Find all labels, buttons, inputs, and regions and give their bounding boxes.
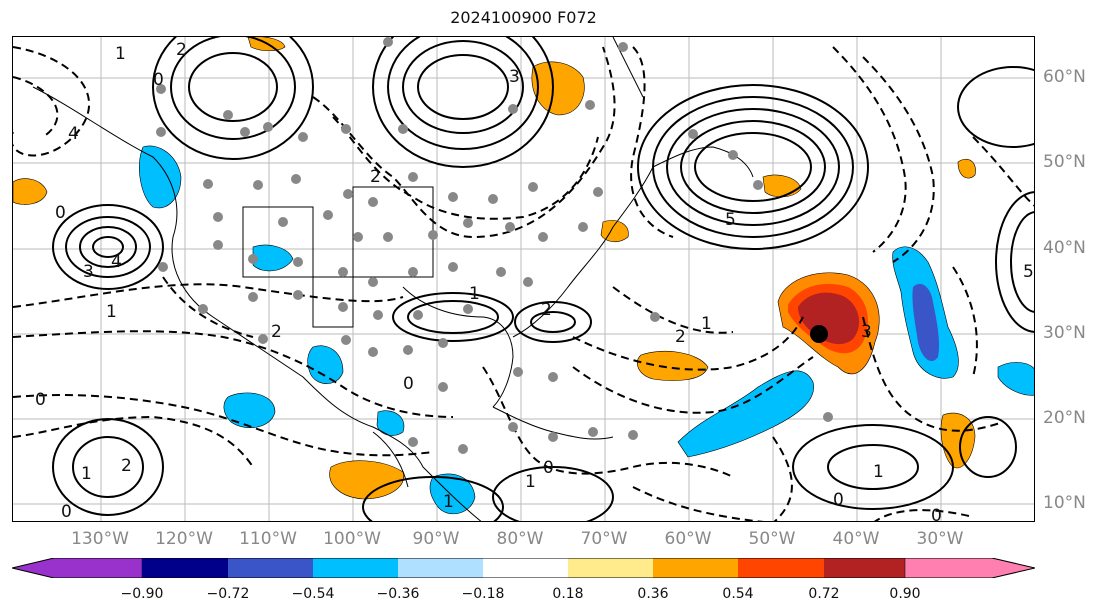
graticule: [13, 37, 1034, 521]
lon-label: 70°W: [580, 529, 628, 549]
contour-label: 1: [525, 472, 536, 492]
lon-label: 100°W: [323, 529, 381, 549]
contour-label: 0: [931, 506, 942, 522]
map-title: 2024100900 F072: [450, 8, 597, 27]
colorbar-tick: −0.90: [120, 586, 164, 602]
contour-label: 2: [176, 40, 187, 60]
colorbar: [12, 558, 1035, 578]
lon-label: 30°W: [916, 529, 964, 549]
colorbar-segment: [398, 558, 483, 578]
colorbar-segment: [568, 558, 653, 578]
coastlines: [32, 37, 754, 521]
colorbar-segment: [653, 558, 738, 578]
lon-label: 80°W: [496, 529, 544, 549]
colorbar-tick: 0.18: [552, 586, 584, 602]
contour-label: 4: [111, 252, 122, 272]
lon-label: 50°W: [748, 529, 796, 549]
station-markers: [156, 37, 833, 454]
colorbar-tick: 0.36: [637, 586, 669, 602]
contour-label: 1: [701, 314, 712, 334]
contour-label: 2: [675, 327, 686, 347]
contour-label: 0: [403, 374, 414, 394]
contour-label: 0: [55, 203, 66, 223]
colorbar-segment: [824, 558, 905, 578]
contour-label: 1: [81, 464, 92, 484]
contour-label: 3: [509, 67, 520, 87]
colorbar-segment: [313, 558, 398, 578]
colorbar-tick: −0.72: [206, 586, 250, 602]
lat-label: 60°N: [1043, 67, 1086, 87]
colorbar-tick: −0.54: [291, 586, 335, 602]
lon-label: 120°W: [155, 529, 213, 549]
contour-label: 5: [725, 210, 736, 230]
contour-label: 2: [370, 167, 381, 187]
contour-label: 5: [1023, 262, 1034, 282]
colorbar-tick: 0.90: [889, 586, 921, 602]
contour-label: 1: [469, 284, 480, 304]
colorbar-segment: [228, 558, 313, 578]
contour-label: 3: [83, 262, 94, 282]
contour-label: 2: [541, 300, 552, 320]
contour-label: 2: [121, 456, 132, 476]
contour-label: 1: [443, 492, 454, 512]
map-canvas: 2 0 3 4 1 2 1 2 5 3 2 0 2 1 3 1 0 0 1 2 …: [13, 37, 1034, 522]
lon-label: 40°W: [832, 529, 880, 549]
lon-label: 110°W: [239, 529, 297, 549]
contour-label: 0: [35, 390, 46, 410]
contour-label: 4: [68, 124, 79, 144]
colorbar-segment: [142, 558, 228, 578]
contour-label: 3: [861, 322, 872, 342]
colorbar-tick: −0.18: [461, 586, 505, 602]
contour-label: 1: [115, 44, 126, 64]
lat-label: 50°N: [1043, 152, 1086, 172]
lat-label: 20°N: [1043, 408, 1086, 428]
lon-label: 130°W: [71, 529, 129, 549]
contour-label: 1: [106, 302, 117, 322]
lat-label: 40°N: [1043, 238, 1086, 258]
colorbar-tick: −0.36: [376, 586, 420, 602]
storm-center-marker: [810, 325, 828, 343]
lat-label: 30°N: [1043, 323, 1086, 343]
colorbar-segment: [904, 558, 1035, 578]
dashed-contours: [13, 46, 1034, 521]
lon-label: 90°W: [412, 529, 460, 549]
colorbar-segment: [483, 558, 568, 578]
contour-label: 2: [271, 322, 282, 342]
colorbar-tick: 0.54: [722, 586, 754, 602]
contour-label: 0: [61, 502, 72, 522]
shaded-fields: [13, 37, 1034, 515]
colorbar-tick: 0.72: [808, 586, 840, 602]
contour-label: 0: [153, 70, 164, 90]
lat-label: 10°N: [1043, 493, 1086, 513]
map-panel: 2 0 3 4 1 2 1 2 5 3 2 0 2 1 3 1 0 0 1 2 …: [12, 36, 1035, 522]
lon-label: 60°W: [664, 529, 712, 549]
contour-label: 1: [873, 462, 884, 482]
contour-label: 0: [833, 490, 844, 510]
contour-label: 0: [543, 458, 554, 478]
contour-labels: 2 0 3 4 1 2 1 2 5 3 2 0 2 1 3 1 0 0 1 2 …: [35, 40, 1034, 522]
solid-contours: [52, 37, 1034, 521]
colorbar-segment: [738, 558, 824, 578]
colorbar-segment: [12, 558, 143, 578]
